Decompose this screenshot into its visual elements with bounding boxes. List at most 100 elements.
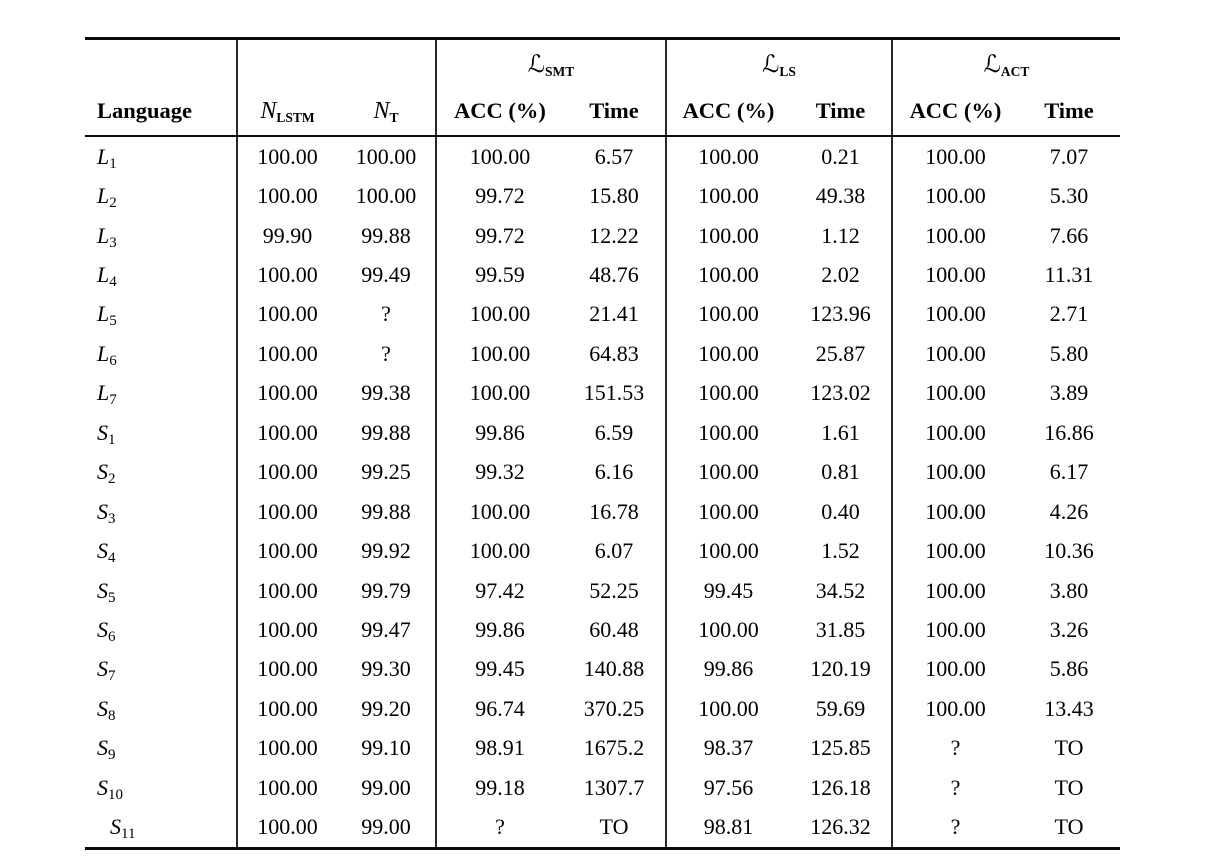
value-cell: 99.20 <box>337 689 437 729</box>
script-n-symbol: N <box>260 97 277 124</box>
value-cell: 99.59 <box>475 262 525 288</box>
value-cell: 99.88 <box>337 215 437 256</box>
value-cell: 99.18 <box>475 774 525 800</box>
value-cell: ? <box>495 814 505 840</box>
language-subscript: 5 <box>108 589 116 606</box>
value-cell: 11.31 <box>1044 262 1094 288</box>
value-cell: 100.00 <box>257 774 318 800</box>
header-group-row: ℒSMT ℒLS ℒACT <box>85 38 1120 87</box>
header-ls-acc: ACC (%) <box>666 87 790 137</box>
value-cell: 15.80 <box>563 176 667 216</box>
header-group-smt: ℒSMT <box>436 38 667 87</box>
value-cell: 59.69 <box>790 689 893 729</box>
value-cell: 99.00 <box>337 807 437 849</box>
language-subscript: 7 <box>109 392 117 409</box>
language-base: S <box>97 538 108 564</box>
value-cell: 99.88 <box>337 491 437 532</box>
value-cell: 100.00 <box>337 176 437 216</box>
value-cell: 100.00 <box>257 616 318 642</box>
value-cell: 99.45 <box>475 656 525 682</box>
value-cell: 126.18 <box>790 768 893 808</box>
value-cell: 99.30 <box>337 649 437 690</box>
header-spacer-models <box>237 38 437 87</box>
value-cell: 140.88 <box>563 649 667 690</box>
value-cell: 1.12 <box>790 215 893 256</box>
language-subscript: 9 <box>108 747 116 764</box>
value-cell: 10.36 <box>1044 538 1094 564</box>
language-subscript: 8 <box>108 708 116 725</box>
table-row: S10 100.00 99.00 99.18 1307.7 97.56 126.18? TO <box>85 768 1120 808</box>
language-subscript: 6 <box>108 629 116 646</box>
value-cell: 100.00 <box>925 301 986 327</box>
value-cell: 6.59 <box>563 413 667 453</box>
value-cell: 100.00 <box>925 380 986 406</box>
value-cell: 100.00 <box>925 459 986 485</box>
value-cell: 100.00 <box>257 301 318 327</box>
language-cell: S9 <box>85 728 238 769</box>
group-subscript: ACT <box>1000 63 1030 79</box>
table-row: L1 100.00 100.00 100.00 6.57 100.00 0.21 100.00… <box>85 136 1120 177</box>
value-cell: 100.00 <box>469 143 531 169</box>
language-cell: S6 <box>85 610 238 650</box>
value-cell: 7.07 <box>1049 143 1089 169</box>
language-cell: S10 <box>85 768 238 808</box>
language-subscript: 3 <box>109 234 117 251</box>
language-base: S <box>97 459 108 485</box>
value-cell: 64.83 <box>563 334 667 374</box>
value-cell: 99.88 <box>337 413 437 453</box>
value-cell: 7.66 <box>1049 222 1089 248</box>
value-cell: 120.19 <box>790 649 893 690</box>
value-cell: 2.02 <box>790 255 893 295</box>
language-cell: S8 <box>85 689 238 729</box>
language-base: L <box>97 222 110 248</box>
value-cell: TO <box>563 807 667 849</box>
value-cell: 99.86 <box>703 656 754 682</box>
table-row: L5 100.00? 100.00 21.41 100.00 123.96 100.00 2.… <box>85 294 1120 335</box>
table-row: S4 100.00 99.92 100.00 6.07 100.00 1.52 100.00 1… <box>85 531 1120 571</box>
language-subscript: 11 <box>121 826 136 843</box>
header-group-ls: ℒLS <box>666 38 893 87</box>
language-base: S <box>110 814 121 840</box>
value-cell: 97.42 <box>475 577 525 603</box>
script-l-symbol: ℒ <box>527 49 546 78</box>
value-cell: 1.61 <box>790 413 893 453</box>
value-cell: 100.00 <box>257 419 318 445</box>
value-cell: 16.86 <box>1044 419 1094 445</box>
value-cell: 34.52 <box>790 570 893 611</box>
value-cell: 99.45 <box>703 577 754 603</box>
value-cell: 99.72 <box>475 183 525 209</box>
value-cell: 100.00 <box>257 262 318 288</box>
value-cell: 100.00 <box>469 538 531 564</box>
value-cell: 4.26 <box>1049 498 1089 524</box>
language-base: L <box>97 340 110 366</box>
value-cell: 0.21 <box>790 136 893 177</box>
value-cell: 2.71 <box>1049 301 1089 327</box>
value-cell: 99.49 <box>337 255 437 295</box>
value-cell: 100.00 <box>698 498 759 524</box>
value-cell: 100.00 <box>925 577 986 603</box>
results-table: ℒSMT ℒLS ℒACT Language NLSTM NT ACC (%) … <box>85 37 1120 850</box>
language-base: S <box>97 774 108 800</box>
value-cell: 123.02 <box>790 373 893 414</box>
language-cell: S7 <box>85 649 238 690</box>
language-subscript: 5 <box>109 313 117 330</box>
value-cell: 5.86 <box>1049 656 1089 682</box>
value-cell: 99.00 <box>337 768 437 808</box>
value-cell: 99.32 <box>475 459 525 485</box>
value-cell: 0.81 <box>790 452 893 492</box>
value-cell: 5.30 <box>1049 183 1089 209</box>
table-row: S9 100.00 99.10 98.91 1675.2 98.37 125.85? TO <box>85 728 1120 769</box>
value-cell: 100.00 <box>698 459 759 485</box>
language-base: L <box>97 301 110 327</box>
header-n-t: NT <box>337 87 437 137</box>
value-cell: 100.00 <box>257 814 318 840</box>
table-row: S7 100.00 99.30 99.45 140.88 99.86 120.19 100.0… <box>85 649 1120 690</box>
header-n-lstm: NLSTM <box>237 87 337 137</box>
value-cell: ? <box>337 294 437 335</box>
script-l-symbol: ℒ <box>983 49 1001 78</box>
value-cell: 3.89 <box>1049 380 1089 406</box>
value-cell: 100.00 <box>257 340 318 366</box>
value-cell: 100.00 <box>698 340 759 366</box>
value-cell: 100.00 <box>925 143 986 169</box>
value-cell: TO <box>1054 774 1084 800</box>
